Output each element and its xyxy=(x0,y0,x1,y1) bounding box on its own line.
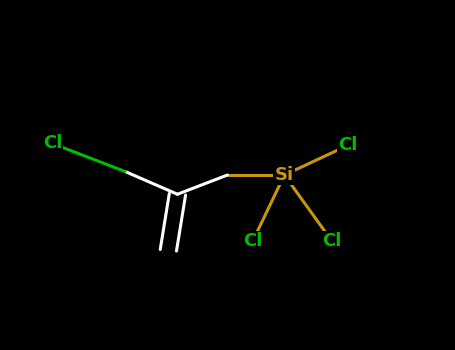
Text: Cl: Cl xyxy=(43,134,62,153)
Text: Cl: Cl xyxy=(339,136,358,154)
Text: Cl: Cl xyxy=(243,232,262,251)
Text: Cl: Cl xyxy=(323,232,342,251)
Text: Si: Si xyxy=(275,166,294,184)
